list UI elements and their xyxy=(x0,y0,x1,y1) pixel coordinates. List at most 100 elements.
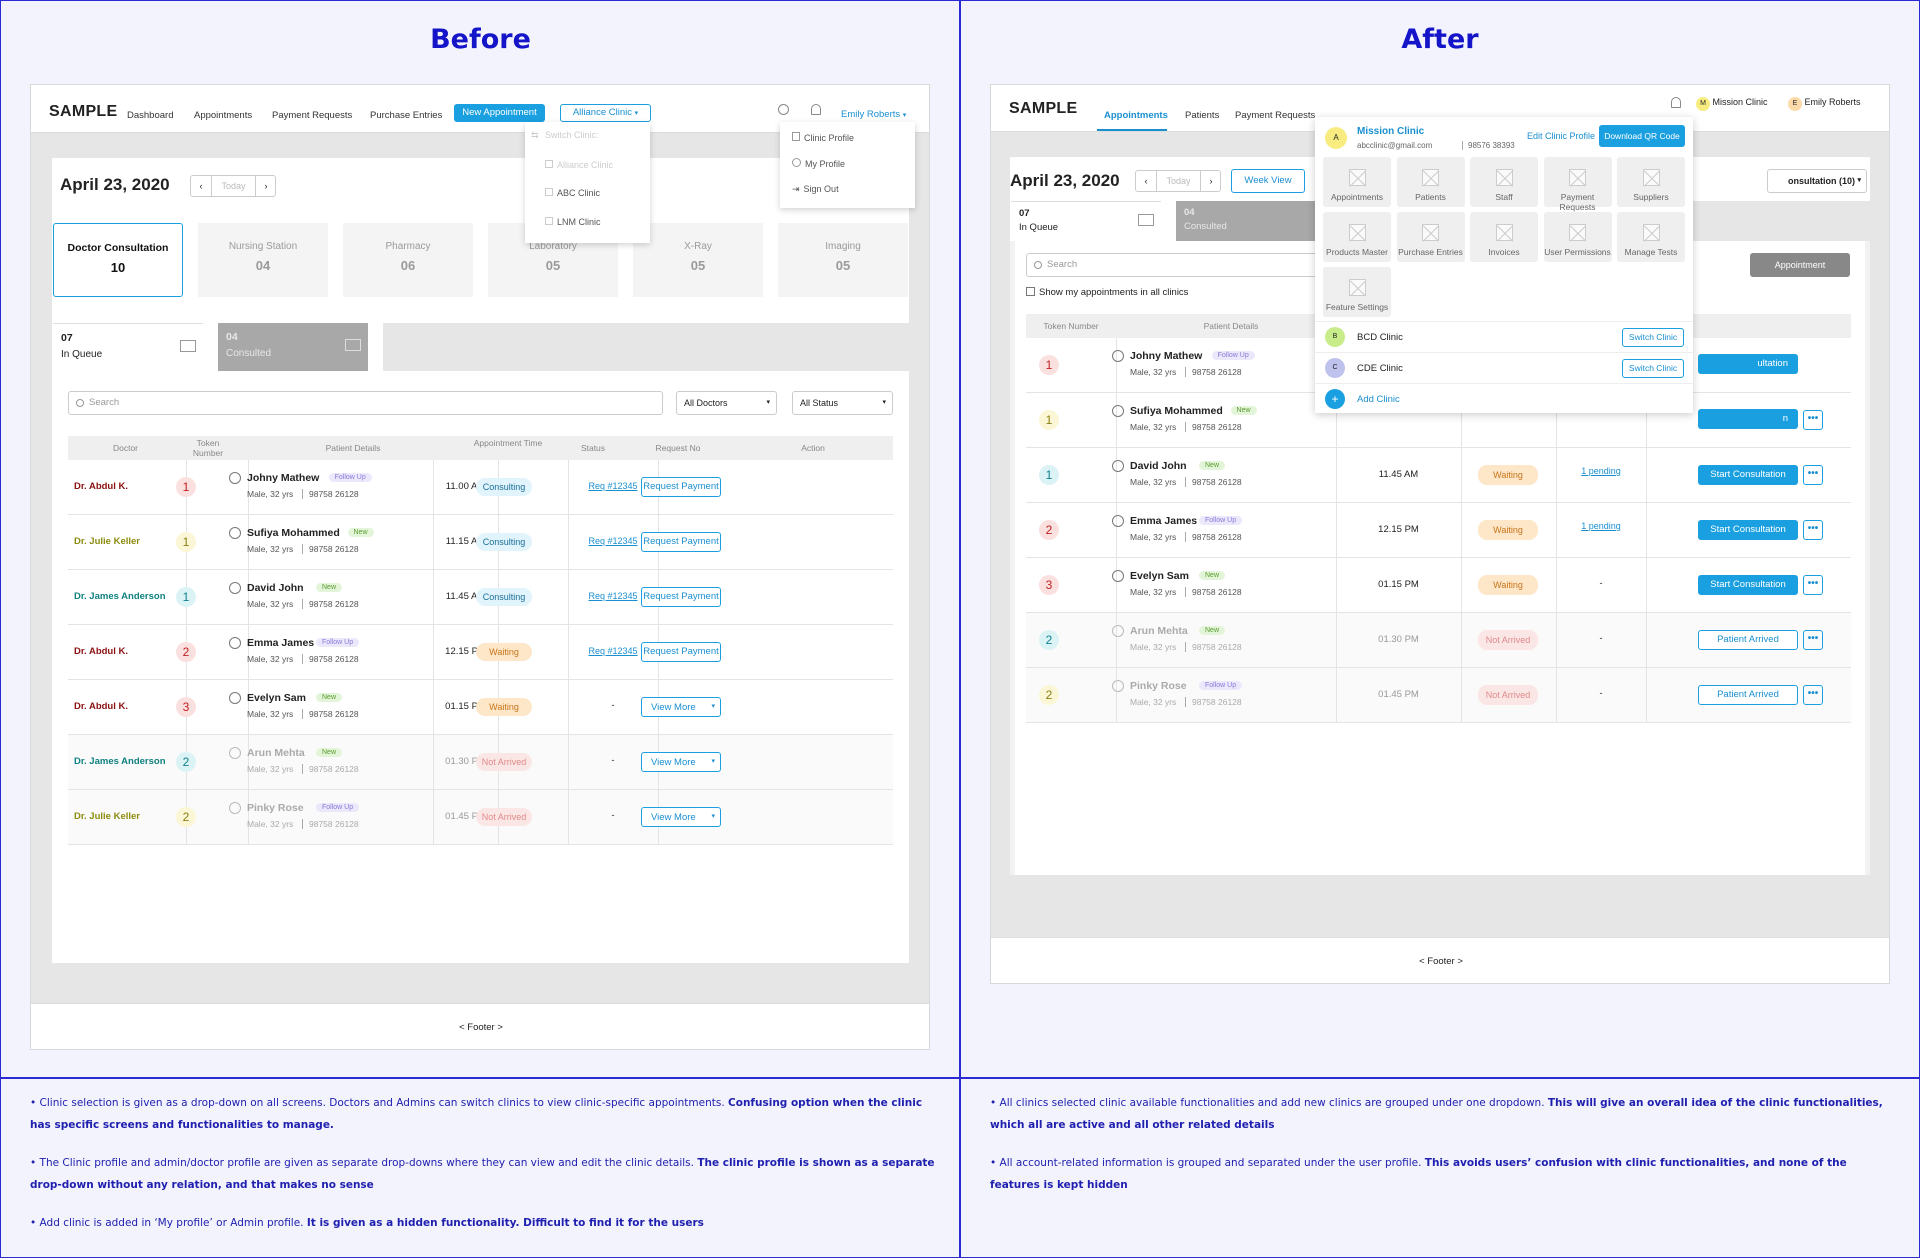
clinic-option-lnm[interactable]: LNM Clinic xyxy=(545,217,601,227)
more-icon: ••• xyxy=(1807,523,1819,534)
search-input[interactable]: Search xyxy=(68,391,663,415)
pending-link[interactable]: 1 pending xyxy=(1581,466,1621,476)
feature-tile[interactable]: Payment Requests xyxy=(1543,157,1612,212)
prev-date-button[interactable]: ‹ xyxy=(1136,171,1157,191)
nav-patients[interactable]: Patients xyxy=(1185,110,1220,121)
clinic-option-abc[interactable]: ABC Clinic xyxy=(545,188,600,198)
nav-payment-requests[interactable]: Payment Requests xyxy=(272,110,353,121)
consulted-count: 04 xyxy=(226,331,238,343)
feature-label: Feature Settings xyxy=(1325,302,1389,312)
status-filter-select[interactable]: All Status ▾ xyxy=(792,391,893,415)
prev-date-button[interactable]: ‹ xyxy=(191,176,212,196)
tab-in-queue[interactable]: 07 In Queue xyxy=(1011,201,1161,241)
logo: SAMPLE xyxy=(49,103,118,120)
new-appointment-button[interactable]: Appointment xyxy=(1750,253,1850,277)
appointment-time: 01.30 PM xyxy=(1378,634,1419,645)
menu-sign-out[interactable]: ⇥ Sign Out xyxy=(792,184,839,195)
request-link[interactable]: Req #12345 xyxy=(588,536,638,546)
tab-in-queue[interactable]: 07 In Queue xyxy=(53,323,203,371)
start-consultation-button[interactable]: ultation xyxy=(1698,354,1798,374)
clinic-menu-trigger[interactable]: M Mission Clinic xyxy=(1696,97,1768,111)
search-icon[interactable] xyxy=(778,104,789,115)
week-view-button[interactable]: Week View xyxy=(1231,169,1305,193)
view-more-button[interactable]: View More ▾ xyxy=(641,697,721,717)
more-options-button[interactable]: ••• xyxy=(1803,465,1823,485)
switch-clinic-button[interactable]: Switch Clinic xyxy=(1622,328,1684,347)
more-options-button[interactable]: ••• xyxy=(1803,685,1823,705)
clinic-option-alliance[interactable]: Alliance Clinic xyxy=(545,160,613,170)
feature-tile[interactable]: Patients xyxy=(1396,157,1465,207)
view-more-button[interactable]: View More ▾ xyxy=(641,752,721,772)
consultation-select[interactable]: onsultation (10) ▾ xyxy=(1767,169,1867,193)
request-link[interactable]: Req #12345 xyxy=(588,591,638,601)
station-card-xray[interactable]: X-Ray 05 xyxy=(633,223,763,297)
more-options-button[interactable]: ••• xyxy=(1803,410,1823,430)
status-badge: Waiting xyxy=(476,698,532,716)
download-qr-button[interactable]: Download QR Code xyxy=(1599,125,1685,147)
doctor-filter-select[interactable]: All Doctors ▾ xyxy=(676,391,777,415)
nav-appointments[interactable]: Appointments xyxy=(1104,110,1168,121)
station-card-nursing[interactable]: Nursing Station 04 xyxy=(198,223,328,297)
add-clinic-button[interactable]: + Add Clinic xyxy=(1315,383,1693,413)
doctor-name: Dr. Julie Keller xyxy=(74,536,141,547)
more-options-button[interactable]: ••• xyxy=(1803,630,1823,650)
edit-clinic-profile-link[interactable]: Edit Clinic Profile xyxy=(1527,131,1596,141)
start-consultation-button[interactable]: Start Consultation xyxy=(1698,465,1798,485)
show-all-clinics-checkbox[interactable]: Show my appointments in all clinics xyxy=(1026,287,1188,298)
more-options-button[interactable]: ••• xyxy=(1803,575,1823,595)
nav-payment-requests[interactable]: Payment Requests xyxy=(1235,110,1316,121)
clinic-icon xyxy=(545,217,553,225)
user-menu-trigger[interactable]: E Emily Roberts xyxy=(1788,97,1861,111)
before-content: April 23, 2020 ‹ Today › Doctor Consulta… xyxy=(52,158,909,963)
feature-tile[interactable]: Suppliers xyxy=(1617,157,1685,207)
user-menu[interactable]: Emily Roberts ▾ xyxy=(841,109,906,120)
doctor-name: Dr. Abdul K. xyxy=(74,481,129,492)
feature-tile[interactable]: Manage Tests xyxy=(1617,212,1685,262)
request-link[interactable]: Req #12345 xyxy=(588,646,638,656)
menu-my-profile[interactable]: My Profile xyxy=(792,158,845,169)
patient-name: Emma James xyxy=(1130,515,1198,527)
feature-tile[interactable]: Invoices xyxy=(1470,212,1538,262)
note-emphasis: This will give an overall idea of the cl… xyxy=(990,1097,1883,1131)
nav-purchase-entries[interactable]: Purchase Entries xyxy=(370,110,443,121)
new-appointment-button[interactable]: New Appointment xyxy=(454,104,545,122)
feature-tile[interactable]: User Permissions xyxy=(1543,212,1612,262)
note-item: • Add clinic is added in ‘My profile’ or… xyxy=(30,1217,704,1229)
patient-arrived-button[interactable]: Patient Arrived xyxy=(1698,685,1798,705)
bell-icon[interactable] xyxy=(1671,97,1681,108)
more-options-button[interactable]: ••• xyxy=(1803,520,1823,540)
tab-consulted[interactable]: 04 Consulted xyxy=(218,323,368,371)
request-payment-button[interactable]: Request Payment xyxy=(641,532,721,552)
menu-clinic-profile[interactable]: Clinic Profile xyxy=(792,132,854,143)
feature-tile[interactable]: Feature Settings xyxy=(1323,267,1391,317)
station-card-imaging[interactable]: Imaging 05 xyxy=(778,223,908,297)
clinic-dropdown[interactable]: Alliance Clinic ▾ xyxy=(560,104,651,122)
bell-icon[interactable] xyxy=(811,104,821,115)
request-payment-button[interactable]: Request Payment xyxy=(641,587,721,607)
patient-arrived-button[interactable]: Patient Arrived xyxy=(1698,630,1798,650)
start-consultation-button[interactable]: n xyxy=(1698,409,1798,429)
today-button[interactable]: Today xyxy=(1166,176,1191,186)
view-more-button[interactable]: View More ▾ xyxy=(641,807,721,827)
station-card-pharmacy[interactable]: Pharmacy 06 xyxy=(343,223,473,297)
request-payment-button[interactable]: Request Payment xyxy=(641,642,721,662)
next-date-button[interactable]: › xyxy=(255,176,276,196)
tab-consulted[interactable]: 04 Consulted xyxy=(1176,201,1326,241)
next-date-button[interactable]: › xyxy=(1200,171,1221,191)
nav-appointments[interactable]: Appointments xyxy=(194,110,253,121)
request-link[interactable]: Req #12345 xyxy=(588,481,638,491)
pending-link[interactable]: 1 pending xyxy=(1581,521,1621,531)
feature-tile[interactable]: Appointments xyxy=(1323,157,1391,207)
start-consultation-button[interactable]: Start Consultation xyxy=(1698,575,1798,595)
station-card-doctor-consultation[interactable]: Doctor Consultation 10 xyxy=(53,223,183,297)
request-payment-button[interactable]: Request Payment xyxy=(641,477,721,497)
feature-tile[interactable]: Purchase Entries xyxy=(1396,212,1465,262)
nav-dashboard[interactable]: Dashboard xyxy=(127,110,174,121)
start-consultation-button[interactable]: Start Consultation xyxy=(1698,520,1798,540)
avatar xyxy=(229,802,241,814)
today-button[interactable]: Today xyxy=(221,181,246,191)
switch-clinic-button[interactable]: Switch Clinic xyxy=(1622,359,1684,378)
avatar xyxy=(1112,515,1124,527)
feature-tile[interactable]: Products Master xyxy=(1323,212,1391,262)
feature-tile[interactable]: Staff xyxy=(1470,157,1538,207)
